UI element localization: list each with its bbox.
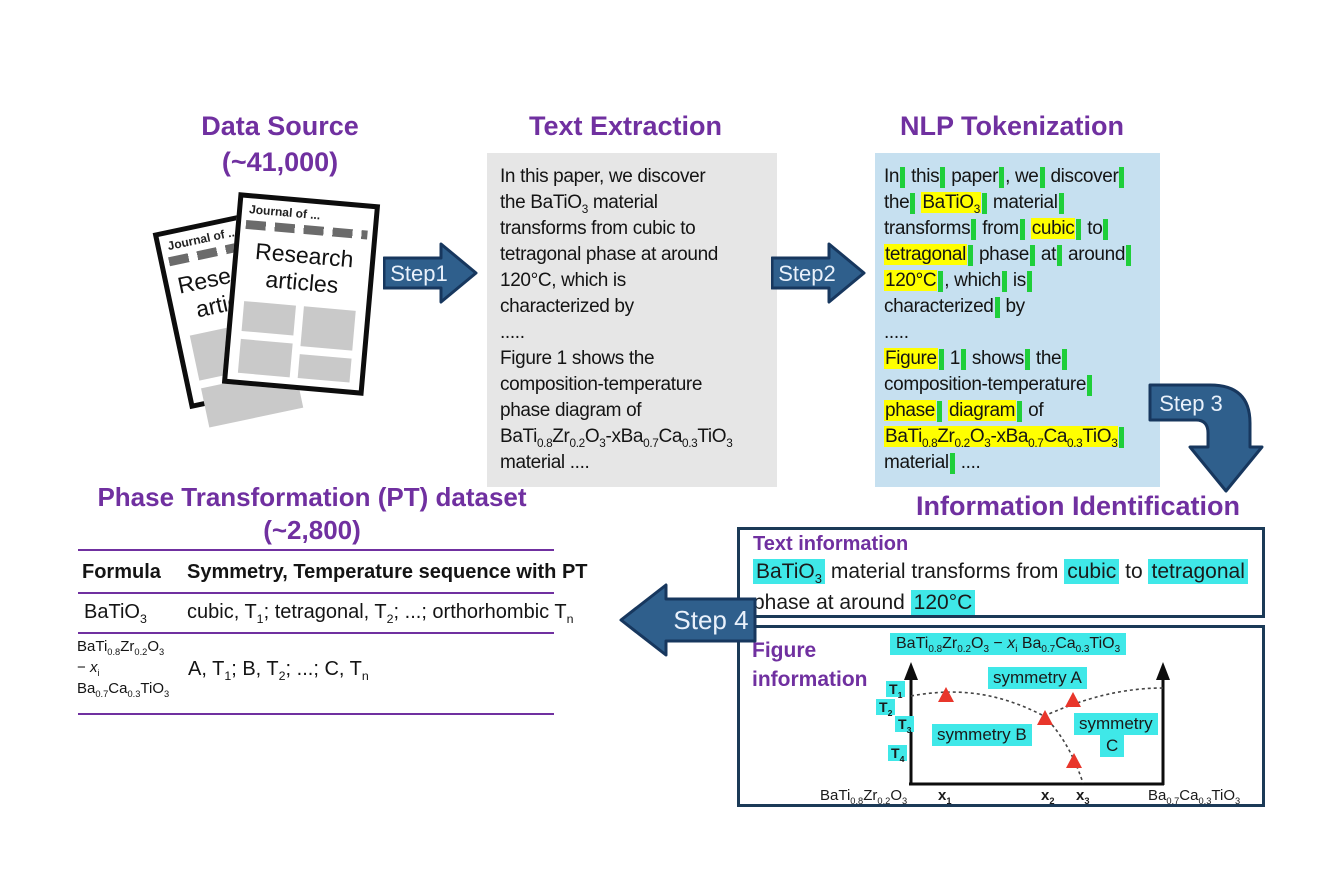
thumbnail-block [237, 338, 293, 378]
t3-label: T3 [895, 716, 915, 734]
left-axis-arrow [904, 662, 918, 680]
step3-arrow: Step 3 [1148, 383, 1264, 493]
token-separator-bar [937, 401, 943, 423]
column-header-formula: Formula [82, 561, 161, 583]
figure-information-title: Figure information [752, 639, 868, 691]
x1-tick-label: x1 [938, 787, 952, 806]
step4-label: Step 4 [673, 605, 748, 635]
table-row1-formula: BaTiO3 [84, 601, 147, 626]
token-separator-bar [994, 297, 1000, 319]
data-point-triangle [1065, 692, 1081, 707]
data-point-triangle [1037, 710, 1053, 725]
token-separator-bar [949, 453, 955, 475]
token-separator-bar [900, 167, 906, 189]
thumbnail-block [297, 354, 352, 383]
data-source-title: Data Source [201, 111, 359, 141]
dataset-title: Phase Transformation (PT) dataset [97, 482, 527, 512]
thumbnail-block [300, 306, 356, 351]
x2-tick-label: x2 [1041, 787, 1055, 806]
token-separator-bar [910, 193, 916, 215]
table-rule [78, 713, 554, 715]
step2-label: Step2 [778, 261, 836, 286]
step2-arrow: Step2 [771, 242, 866, 304]
text-extraction-heading: Text Extraction [528, 111, 723, 141]
right-axis-arrow [1156, 662, 1170, 680]
step1-label: Step1 [390, 261, 448, 286]
token-separator-bar [1017, 401, 1023, 423]
symmetry-c-label2: C [1100, 735, 1125, 757]
token-separator-bar [1057, 245, 1063, 267]
symmetry-a-label: symmetry A [988, 667, 1087, 689]
token-separator-bar [1119, 167, 1125, 189]
token-separator-bar [1024, 349, 1030, 371]
token-separator-bar [1058, 193, 1064, 215]
data-point-triangle [938, 687, 954, 702]
text-information-box: Text information BaTiO3 material transfo… [737, 527, 1265, 618]
token-separator-bar [1103, 219, 1109, 241]
token-separator-bar [1087, 375, 1093, 397]
t1-label: T1 [886, 681, 906, 699]
t4-label: T4 [888, 745, 908, 763]
token-separator-bar [1001, 271, 1007, 293]
token-separator-bar [1029, 245, 1035, 267]
data-point-triangle [1066, 753, 1082, 768]
phase-diagram-plot [904, 662, 1170, 786]
token-separator-bar [940, 167, 946, 189]
column-header-sequence: Symmetry, Temperature sequence with PT [187, 561, 588, 583]
thumbnail-block [241, 301, 296, 336]
token-separator-bar [999, 167, 1005, 189]
journal-thumbnails [228, 290, 367, 383]
nlp-tokenization-box: In this paper, we discover the BaTiO3 mat… [875, 153, 1160, 487]
figure-information-box: Figure information BaTi0.8Zr0.2O3 − xi B… [737, 625, 1265, 807]
token-separator-bar [960, 349, 966, 371]
data-source-count: (~41,000) [221, 147, 339, 177]
table-rule [78, 632, 554, 634]
step1-arrow: Step1 [383, 242, 478, 304]
token-separator-bar [968, 245, 974, 267]
token-separator-bar [971, 219, 977, 241]
dataset-count: (~2,800) [263, 515, 361, 545]
information-identification-heading: Information Identification [916, 491, 1240, 521]
table-row2-formula: BaTi0.8Zr0.2O3− xi Ba0.7Ca0.3TiO3 [77, 638, 170, 699]
table-row1-sequence: cubic, T1; tetragonal, T2; ...; orthorho… [187, 601, 574, 626]
symmetry-c-label: symmetry [1074, 713, 1158, 735]
step3-label: Step 3 [1159, 391, 1223, 416]
step4-arrow: Step 4 [619, 583, 757, 657]
x-axis-left-formula: BaTi0.8Zr0.2O3 [820, 787, 908, 806]
token-separator-bar [938, 349, 944, 371]
token-separator-bar [1126, 245, 1132, 267]
journal-page-front: Journal of ... Research articles [221, 192, 381, 396]
journal-stack: Journal of ... Research articles Journal… [152, 192, 398, 428]
token-separator-bar [1119, 427, 1125, 449]
x-axis-right-formula: Ba0.7Ca0.3TiO3 [1148, 787, 1241, 806]
dataset-heading: Phase Transformation (PT) dataset (~2,80… [62, 481, 562, 547]
token-separator-bar [1019, 219, 1025, 241]
token-separator-bar [938, 271, 944, 293]
figure-formula-label: BaTi0.8Zr0.2O3 − xi Ba0.7Ca0.3TiO3 [890, 633, 1127, 655]
token-separator-bar [1039, 167, 1045, 189]
x3-tick-label: x3 [1076, 787, 1090, 806]
text-information-content: BaTiO3 material transforms from cubic to… [753, 556, 1248, 618]
symmetry-b-label: symmetry B [932, 724, 1032, 746]
table-rule [78, 549, 554, 551]
token-separator-bar [1026, 271, 1032, 293]
data-source-heading: Data Source (~41,000) [135, 108, 425, 180]
token-separator-bar [981, 193, 987, 215]
token-separator-bar [1062, 349, 1068, 371]
text-information-title: Text information [753, 533, 909, 555]
table-row2-sequence: A, T1; B, T2; ...; C, Tn [188, 658, 369, 683]
t2-label: T2 [876, 699, 896, 717]
nlp-tokenization-heading: NLP Tokenization [899, 111, 1124, 141]
token-separator-bar [1076, 219, 1082, 241]
table-rule [78, 592, 554, 594]
text-extraction-box: In this paper, we discover the BaTiO3 mat… [487, 153, 777, 487]
